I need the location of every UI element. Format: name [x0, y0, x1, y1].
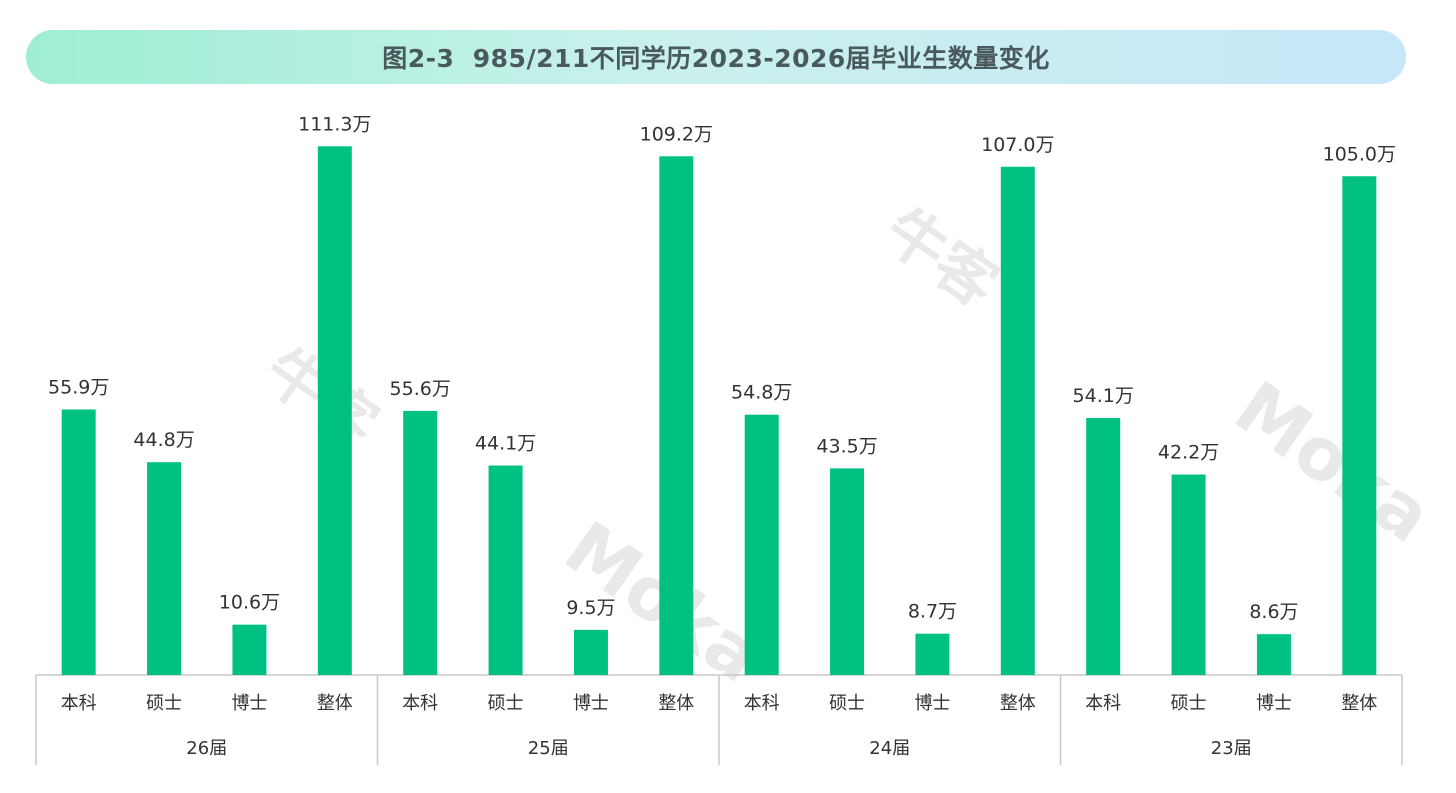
watermark-brand-cn: 牛客: [871, 195, 1009, 321]
bar: [573, 629, 608, 675]
bar-value-label: 105.0万: [1323, 143, 1396, 165]
category-tick-label: 本科: [744, 693, 780, 714]
bar: [488, 465, 523, 675]
group-label: 26届: [186, 738, 227, 759]
bar-value-label: 107.0万: [981, 134, 1054, 156]
axis-layer: [35, 674, 1403, 765]
bar: [403, 410, 438, 675]
bar: [1171, 474, 1206, 675]
category-tick-label: 博士: [1256, 693, 1292, 714]
labels-layer: 55.9万本科44.8万硕士10.6万博士111.3万整体26届55.6万本科4…: [48, 113, 1396, 759]
category-tick-label: 博士: [231, 693, 267, 714]
category-tick-label: 博士: [914, 693, 950, 714]
bar-value-label: 54.1万: [1073, 385, 1134, 407]
category-tick-label: 硕士: [829, 693, 865, 714]
category-tick-label: 硕士: [488, 693, 524, 714]
bar: [830, 468, 865, 675]
bar: [232, 624, 267, 675]
bar-value-label: 10.6万: [219, 592, 280, 614]
category-tick-label: 硕士: [1171, 693, 1207, 714]
category-tick-label: 本科: [61, 693, 97, 714]
chart-title-banner: 图2-3 985/211不同学历2023-2026届毕业生数量变化: [26, 30, 1406, 84]
bar: [61, 409, 96, 675]
category-tick-label: 整体: [658, 693, 694, 714]
bar: [1342, 176, 1377, 675]
watermark-brand-en: Moka: [1220, 365, 1446, 559]
chart-title: 图2-3 985/211不同学历2023-2026届毕业生数量变化: [382, 44, 1050, 73]
group-label: 25届: [528, 738, 569, 759]
category-tick-label: 整体: [1000, 693, 1036, 714]
group-label: 24届: [869, 738, 910, 759]
category-tick-label: 整体: [317, 693, 353, 714]
bar: [1000, 166, 1035, 675]
bar-value-label: 109.2万: [640, 123, 713, 145]
bar-value-label: 55.9万: [48, 376, 109, 398]
bar-value-label: 55.6万: [390, 378, 451, 400]
bar-value-label: 9.5万: [566, 597, 615, 619]
category-tick-label: 整体: [1341, 693, 1377, 714]
bar-value-label: 43.5万: [816, 435, 877, 457]
bar-value-label: 44.1万: [475, 433, 536, 455]
bar-value-label: 54.8万: [731, 382, 792, 404]
bar-value-label: 8.7万: [908, 601, 957, 623]
bar: [317, 146, 352, 675]
bar: [1256, 634, 1291, 675]
bar-value-label: 42.2万: [1158, 442, 1219, 464]
bar-value-label: 44.8万: [133, 429, 194, 451]
bar: [744, 414, 779, 675]
bar: [1086, 418, 1121, 675]
category-tick-label: 本科: [402, 693, 438, 714]
category-tick-label: 硕士: [146, 693, 182, 714]
bar-value-label: 8.6万: [1249, 601, 1298, 623]
group-label: 23届: [1211, 738, 1252, 759]
bar-value-label: 111.3万: [298, 113, 371, 135]
category-tick-label: 博士: [573, 693, 609, 714]
bar: [659, 156, 694, 676]
bar: [915, 633, 950, 675]
category-tick-label: 本科: [1085, 693, 1121, 714]
bars-layer: [61, 146, 1377, 676]
bar: [147, 462, 182, 675]
